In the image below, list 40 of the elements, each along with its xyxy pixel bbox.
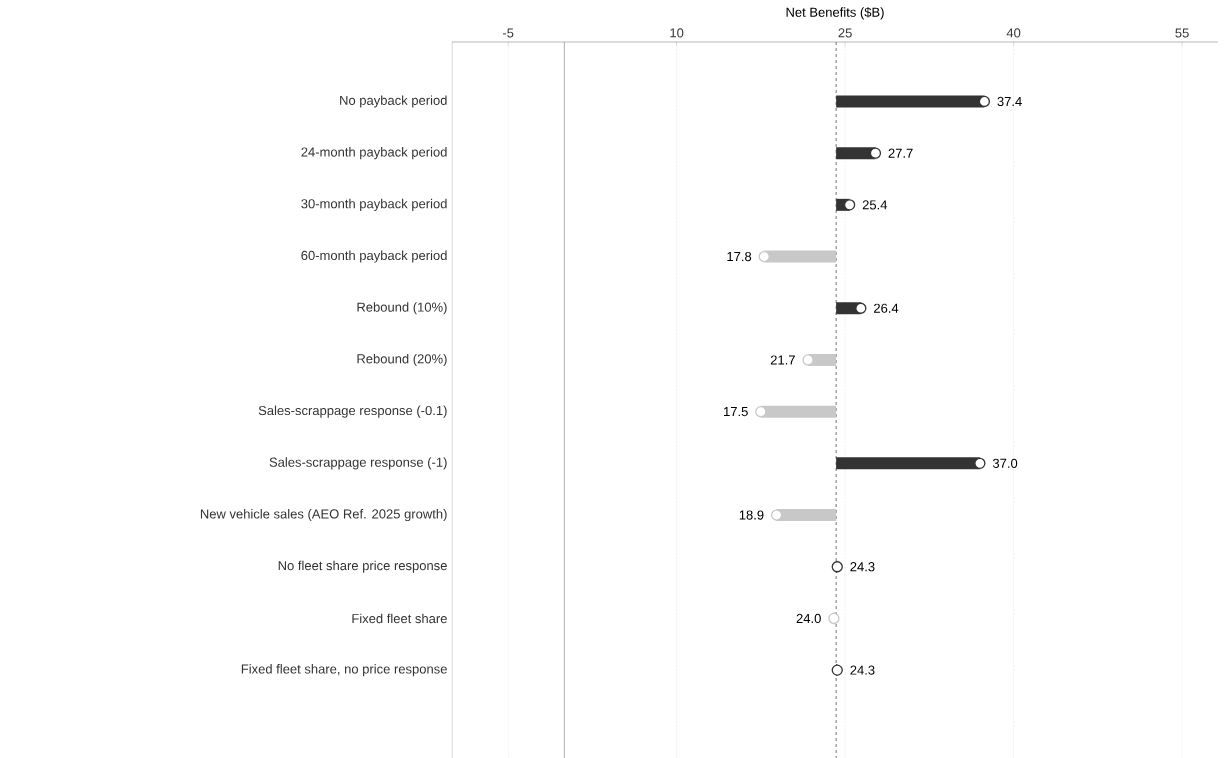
y-tick-label: Fixed fleet share — [352, 613, 447, 624]
x-tick-label: -5 — [502, 28, 514, 38]
x-axis-title: Net Benefits ($B) — [786, 7, 884, 20]
point — [828, 612, 840, 625]
x-tick-label: 10 — [670, 28, 684, 38]
y-tick-label: Fixed fleet share, no price response — [241, 664, 447, 677]
y-tick-label: New vehicle sales (AEO Ref. 2025 growth) — [200, 508, 447, 522]
y-tick-label: Rebound (20%) — [357, 353, 447, 366]
y-tick-label: Rebound (10%) — [357, 302, 447, 315]
data-label: 37.4 — [997, 96, 1022, 107]
y-tick-label: 24-month payback period — [301, 147, 447, 160]
data-label: 37.0 — [992, 458, 1018, 468]
point — [831, 561, 843, 573]
data-label: 24.0 — [796, 613, 821, 624]
data-label: 27.7 — [888, 148, 913, 158]
data-label: 24.3 — [850, 665, 875, 675]
x-tick-label: 55 — [1175, 28, 1189, 38]
data-label: 21.7 — [770, 355, 795, 365]
y-tick-label: No payback period — [340, 95, 447, 108]
y-tick-label: Sales-scrappage response (-1) — [269, 457, 447, 470]
point — [802, 354, 814, 366]
point — [869, 147, 882, 159]
point — [974, 457, 986, 469]
data-label: 26.4 — [874, 303, 899, 313]
x-tick-label: 40 — [1006, 28, 1021, 38]
point — [755, 405, 767, 418]
data-label: 17.5 — [724, 407, 748, 417]
y-tick-label: Sales-scrappage response (-0.1) — [258, 405, 447, 418]
point — [855, 302, 867, 314]
point — [758, 250, 770, 263]
data-label: 18.9 — [739, 510, 764, 520]
y-tick-label: No fleet share price response — [278, 560, 447, 573]
data-label: 25.4 — [862, 200, 888, 210]
point — [831, 664, 843, 676]
y-tick-label: 30-month payback period — [301, 198, 447, 211]
data-label: 24.3 — [850, 562, 875, 572]
y-tick-label: 60-month payback period — [301, 250, 447, 263]
x-tick-label: 25 — [838, 28, 852, 38]
point — [843, 199, 856, 211]
data-label: 17.8 — [727, 251, 752, 262]
